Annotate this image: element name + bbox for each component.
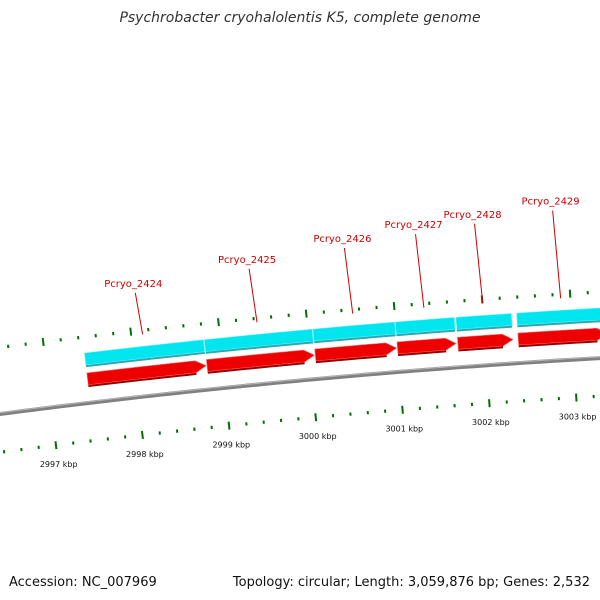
inner-tick — [401, 405, 404, 414]
gene-label-Pcryo_2428: Pcryo_2428 — [443, 210, 501, 221]
gene-arrow-shadow-Pcryo_2426 — [315, 355, 387, 364]
gene-arrow-track — [86, 327, 600, 388]
gene-arrow-shadow-Pcryo_2427 — [398, 350, 447, 357]
outer-tick — [392, 302, 396, 311]
gene-arrow-shadow-Pcryo_2425 — [207, 362, 305, 374]
gene-leader-Pcryo_2427 — [415, 234, 425, 308]
outer-tick — [129, 327, 133, 336]
gene-arrow-Pcryo_2426 — [314, 342, 398, 362]
inner-tick — [54, 441, 58, 450]
gene-arrow-Pcryo_2428 — [457, 333, 514, 350]
backbone-arc — [0, 356, 600, 417]
outer-tick — [217, 318, 220, 327]
gene-label-Pcryo_2427: Pcryo_2427 — [384, 220, 442, 231]
gene-arrow-shadow-Pcryo_2429 — [518, 340, 598, 348]
genome-title: Psychrobacter cryohalolentis K5, complet… — [119, 10, 481, 26]
tick-label-2998: 2998 kbp — [126, 450, 164, 459]
gene-leader-Pcryo_2429 — [552, 210, 562, 299]
gene-arrow-shadow-Pcryo_2424 — [88, 372, 197, 388]
cds-shadow-Pcryo_2425 — [205, 341, 314, 354]
outer-tick — [304, 309, 308, 318]
cds-segment-Pcryo_2424 — [84, 339, 206, 366]
cds-track — [84, 307, 600, 368]
cds-segment-Pcryo_2427 — [395, 317, 456, 335]
genome-backbone — [0, 356, 600, 417]
accession-text: Accession: NC_007969 — [9, 575, 157, 590]
tick-label-2997: 2997 kbp — [40, 460, 78, 469]
cds-shadow-Pcryo_2426 — [314, 334, 396, 344]
cds-segment-Pcryo_2428 — [455, 313, 513, 330]
gene-arrow-Pcryo_2429 — [517, 327, 600, 346]
inner-tick — [227, 421, 231, 430]
gene-arrow-Pcryo_2425 — [206, 349, 316, 372]
gene-labels: Pcryo_2424 Pcryo_2425 Pcryo_2426 Pcryo_2427… — [104, 197, 580, 335]
cds-segment-Pcryo_2425 — [204, 328, 314, 352]
cds-segment-Pcryo_2429 — [516, 307, 600, 326]
genome-summary-text: Topology: circular; Length: 3,059,876 bp… — [232, 575, 590, 590]
gene-label-Pcryo_2425: Pcryo_2425 — [218, 255, 276, 266]
cds-shadow-Pcryo_2424 — [85, 351, 205, 368]
gene-leader-Pcryo_2428 — [474, 223, 484, 304]
cds-segment-Pcryo_2426 — [312, 321, 396, 342]
gene-label-Pcryo_2429: Pcryo_2429 — [522, 197, 580, 208]
gene-leader-Pcryo_2424 — [134, 292, 144, 335]
backbone-highlight — [0, 356, 600, 414]
cds-shadow-Pcryo_2429 — [517, 320, 600, 328]
gene-arrow-shadow-Pcryo_2428 — [458, 346, 504, 352]
gene-arrow-Pcryo_2427 — [396, 337, 457, 355]
tick-label-3000: 3000 kbp — [299, 432, 337, 441]
tick-label-3001: 3001 kbp — [385, 425, 423, 434]
inner-tick-marks — [2, 393, 595, 454]
cds-shadow-Pcryo_2428 — [456, 325, 513, 332]
gene-label-Pcryo_2424: Pcryo_2424 — [104, 279, 162, 290]
tick-label-3002: 3002 kbp — [472, 418, 510, 427]
gene-leader-Pcryo_2426 — [343, 247, 354, 314]
tick-label-2999: 2999 kbp — [212, 441, 250, 450]
inner-tick — [141, 430, 144, 440]
tick-label-3003: 3003 kbp — [559, 413, 597, 422]
gene-arrow-Pcryo_2424 — [86, 360, 207, 386]
tick-labels: 2997 kbp 2998 kbp 2999 kbp 3000 kbp 3001 kbp… — [40, 413, 597, 470]
inner-tick — [488, 399, 491, 408]
cds-shadow-Pcryo_2427 — [396, 329, 456, 337]
gene-leader-Pcryo_2425 — [248, 268, 258, 323]
outer-tick — [41, 337, 45, 347]
inner-tick — [314, 413, 318, 422]
gene-label-Pcryo_2426: Pcryo_2426 — [313, 234, 371, 245]
